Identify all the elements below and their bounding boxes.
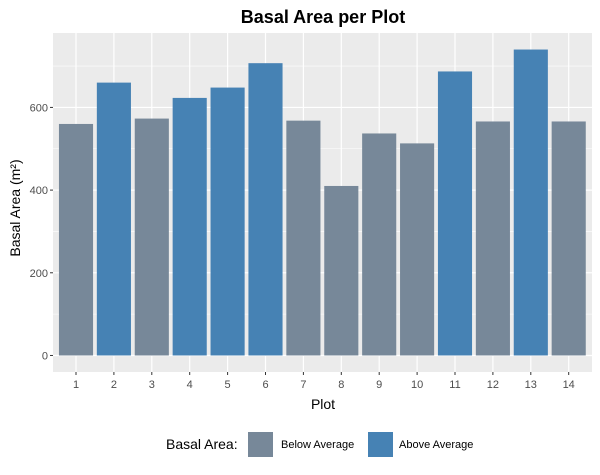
legend-title: Basal Area: xyxy=(166,436,238,452)
legend-key-above-average xyxy=(368,432,393,457)
chart-title: Basal Area per Plot xyxy=(241,7,405,27)
y-tick-label: 600 xyxy=(30,102,48,114)
x-tick-label: 1 xyxy=(73,379,79,391)
plot-panel xyxy=(53,33,592,372)
bar-plot-4 xyxy=(172,97,207,356)
x-tick-label: 2 xyxy=(111,379,117,391)
panel-background xyxy=(53,33,592,372)
bar-plot-1 xyxy=(58,123,94,356)
bar-plot-13 xyxy=(513,49,548,356)
bar-plot-12 xyxy=(475,121,510,356)
x-tick-label: 11 xyxy=(449,379,460,391)
legend-label-below-average: Below Average xyxy=(281,439,354,451)
bar-plot-9 xyxy=(362,133,397,356)
legend-label-above-average: Above Average xyxy=(399,439,473,451)
y-axis-label: Basal Area (m²) xyxy=(7,159,23,256)
y-axis: 0 200 400 600 xyxy=(30,102,53,362)
x-tick-label: 7 xyxy=(300,379,306,391)
x-tick-label: 12 xyxy=(487,379,499,391)
x-tick-label: 3 xyxy=(149,379,155,391)
y-tick-label: 0 xyxy=(42,350,48,362)
x-tick-label: 4 xyxy=(187,379,193,391)
x-tick-label: 5 xyxy=(225,379,231,391)
y-tick-label: 400 xyxy=(30,185,48,197)
legend: Basal Area: Below Average Above Average xyxy=(166,432,473,457)
x-tick-label: 10 xyxy=(411,379,423,391)
bar-plot-14 xyxy=(551,121,586,356)
bar-plot-8 xyxy=(324,185,359,356)
x-tick-label: 13 xyxy=(525,379,537,391)
x-axis-label: Plot xyxy=(311,396,335,412)
y-tick-label: 200 xyxy=(30,268,48,280)
bar-plot-11 xyxy=(437,71,473,356)
bar-plot-6 xyxy=(248,63,283,356)
bar-plot-3 xyxy=(134,118,169,356)
bar-plot-7 xyxy=(286,120,321,356)
x-tick-label: 9 xyxy=(376,379,382,391)
x-tick-label: 6 xyxy=(262,379,268,391)
x-axis: 1 2 3 4 5 6 7 8 9 10 11 12 13 14 xyxy=(73,372,575,391)
bar-plot-5 xyxy=(210,87,245,356)
legend-key-below-average xyxy=(248,432,273,457)
bars xyxy=(58,49,586,356)
x-tick-label: 14 xyxy=(563,379,575,391)
bar-plot-10 xyxy=(400,143,435,356)
x-tick-label: 8 xyxy=(338,379,344,391)
bar-plot-2 xyxy=(96,82,131,356)
